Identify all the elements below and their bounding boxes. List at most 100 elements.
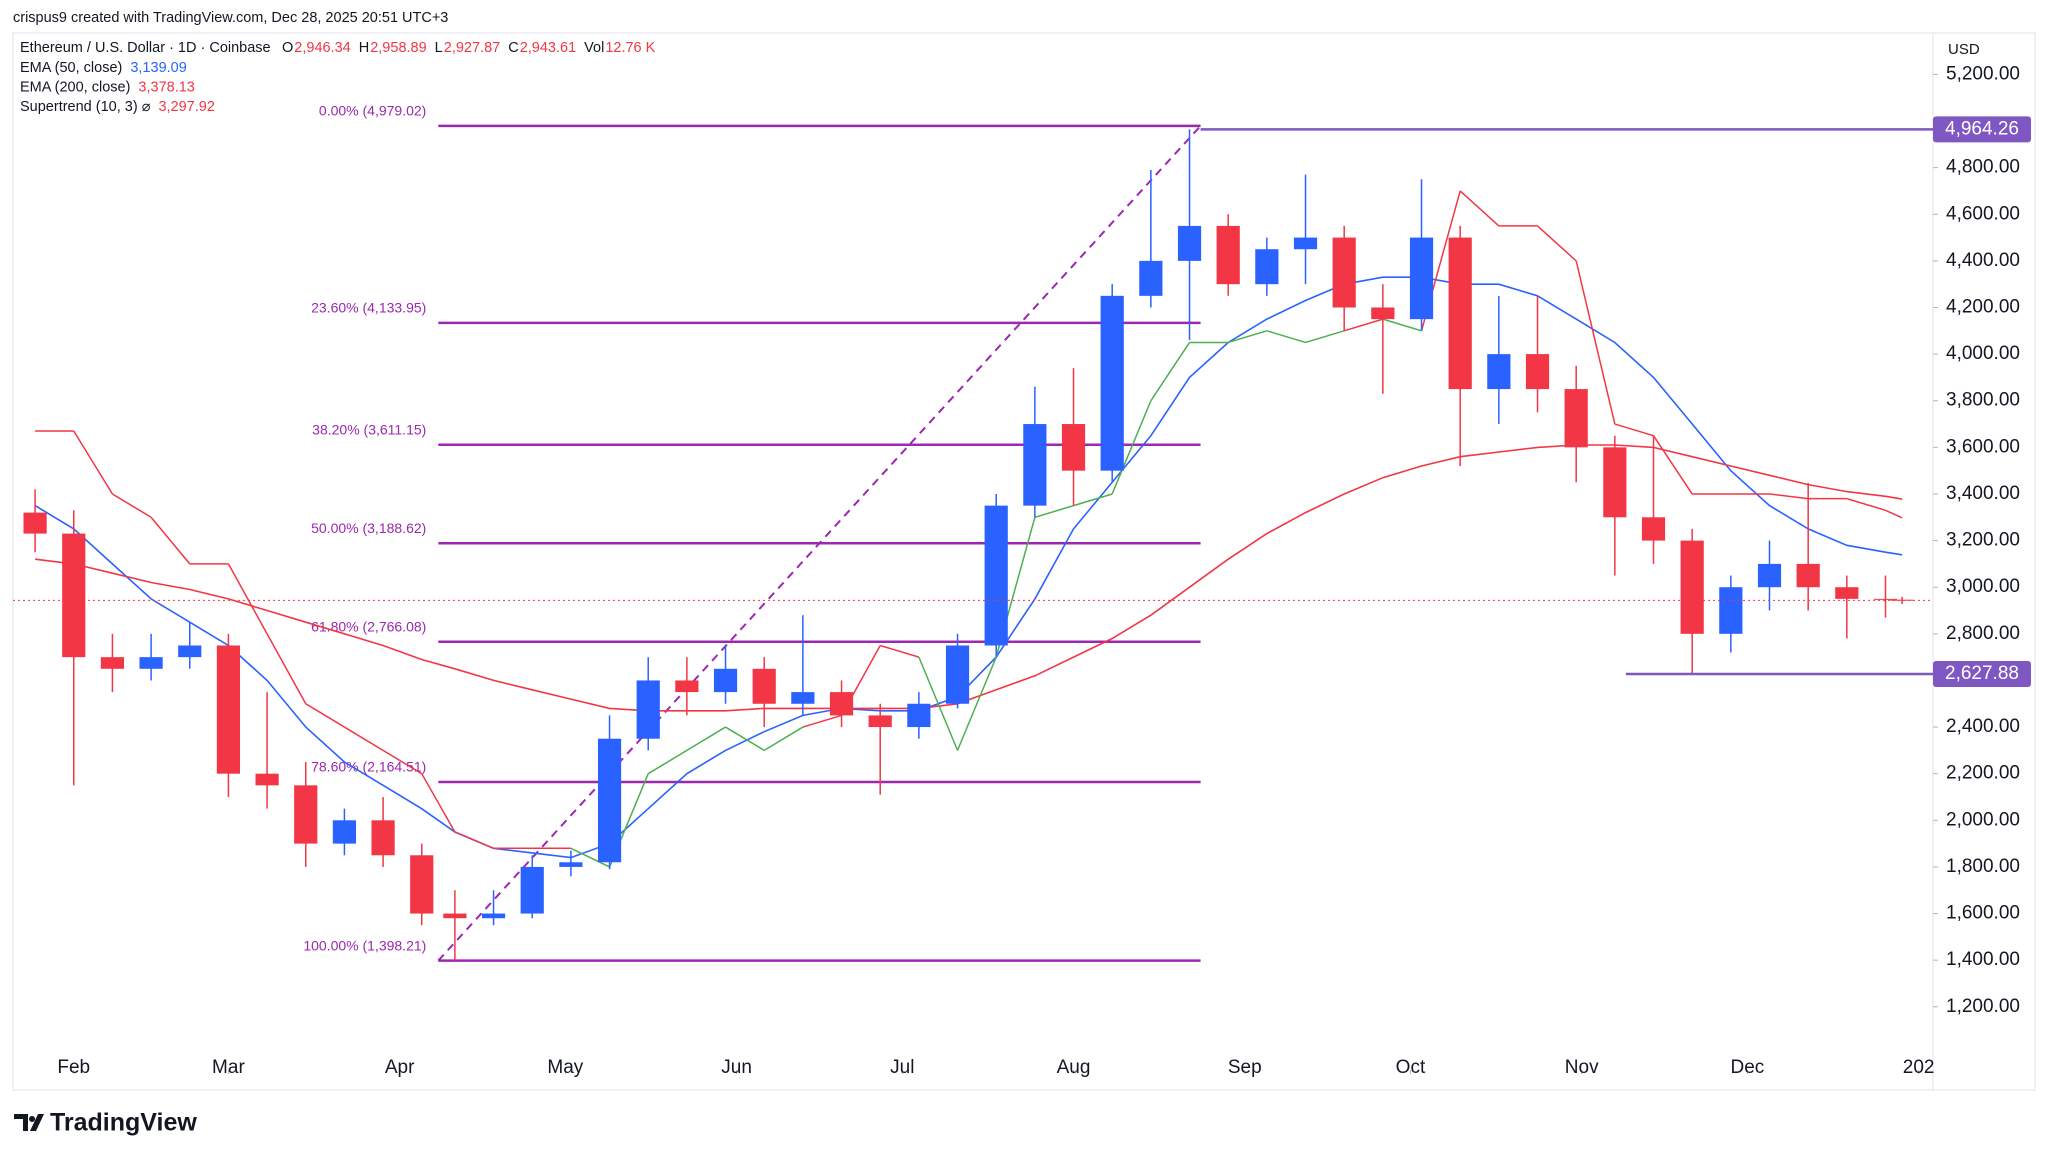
fib-label: 100.00% (1,398.21) (303, 937, 426, 953)
candle-body (713, 668, 738, 693)
legend-key: L (435, 40, 443, 56)
candle-body (1409, 237, 1434, 320)
y-tick-label: 2,000.00 (1946, 809, 2020, 830)
candle-body (332, 820, 357, 844)
y-tick-label: 3,000.00 (1946, 576, 2020, 597)
candle-body (559, 862, 583, 867)
indicator-value: 3,378.13 (138, 79, 194, 95)
supertrend-segment (150, 516, 191, 565)
candle-body (410, 855, 434, 914)
candle-body (481, 913, 506, 919)
supertrend-segment (1885, 509, 1903, 519)
legend-value: 12.76 K (605, 40, 655, 56)
candle-body (1371, 307, 1395, 320)
x-tick-label: Sep (1228, 1057, 1262, 1078)
supertrend-segment (1227, 330, 1268, 344)
supertrend-segment (1459, 190, 1500, 227)
legend-value: 2,946.34 (294, 40, 350, 56)
y-tick-label: 4,600.00 (1946, 203, 2020, 224)
supertrend-segment (305, 703, 345, 728)
supertrend-segment (1537, 225, 1577, 262)
x-tick-label: Feb (57, 1057, 90, 1078)
fib-label: 50.00% (3,188.62) (311, 520, 426, 536)
fib-label: 23.60% (4,133.95) (311, 300, 426, 316)
candle-body (294, 785, 318, 844)
candle-body (139, 657, 163, 669)
supertrend-segment (1575, 260, 1616, 425)
x-tick-label: Apr (385, 1057, 415, 1078)
candle-body (1835, 587, 1859, 599)
supertrend-segment (918, 656, 959, 751)
supertrend-segment (1343, 318, 1384, 332)
candle-body (216, 645, 241, 774)
y-tick-label: 4,400.00 (1946, 250, 2020, 271)
fib-label: 78.60% (2,164.51) (311, 759, 426, 775)
x-tick-label: Oct (1396, 1057, 1426, 1078)
x-tick-label: 202 (1903, 1057, 1935, 1078)
indicator-name: EMA (200, close) (20, 79, 130, 95)
supertrend-segment (454, 831, 494, 849)
x-tick-label: Aug (1057, 1057, 1091, 1078)
candle-body (100, 657, 125, 669)
candle-body (1603, 447, 1627, 518)
supertrend-segment (112, 493, 152, 518)
candle-body (1719, 587, 1743, 634)
supertrend-segment (725, 726, 765, 752)
chart-frame (12, 32, 2036, 1091)
candle-body (255, 773, 279, 786)
candle-body (675, 680, 699, 693)
attribution: crispus9 created with TradingView.com, D… (13, 10, 448, 26)
supertrend-segment (956, 656, 997, 751)
candle-body (1023, 424, 1047, 506)
indicator-value: 3,139.09 (130, 60, 186, 76)
candle-body (23, 512, 47, 534)
price-label: 2,627.88 (1945, 663, 2019, 684)
ema-line (34, 276, 1903, 859)
y-tick-label: 1,600.00 (1946, 903, 2020, 924)
ema-line (35, 444, 1903, 712)
y-tick-label: 3,200.00 (1946, 530, 2020, 551)
supertrend-segment (227, 563, 268, 635)
candle-body (1332, 237, 1356, 308)
candle-body (907, 703, 931, 728)
y-tick-label: 1,200.00 (1946, 996, 2020, 1017)
candle-body (1293, 237, 1318, 250)
supertrend-segment (1150, 342, 1191, 402)
supertrend-segment (879, 644, 920, 658)
y-tick-label: 2,200.00 (1946, 763, 2020, 784)
legend-value: 2,958.89 (370, 40, 426, 56)
plot-area: 0.00% (4,979.02) 23.60% (4,133.95) 38.20% … (13, 103, 1933, 962)
candle-body (1448, 237, 1472, 390)
x-tick-label: Jun (721, 1057, 752, 1078)
candle-body (1564, 389, 1588, 448)
candle-body (1796, 563, 1820, 588)
y-tick-label: 3,800.00 (1946, 390, 2020, 411)
candle-body (1216, 225, 1240, 285)
candle-body (791, 692, 815, 704)
candle-body (371, 820, 395, 856)
supertrend-segment (1073, 493, 1113, 507)
supertrend-segment (570, 847, 610, 868)
candle-body (868, 715, 892, 728)
candle-body (1680, 540, 1704, 634)
candle-body (945, 645, 970, 704)
logo-icon (14, 1114, 44, 1131)
axis-unit: USD (1948, 41, 1980, 58)
candle-body (1487, 354, 1511, 390)
candle-body (178, 645, 202, 658)
supertrend-segment (73, 430, 114, 495)
supertrend-segment (1305, 330, 1345, 344)
legend-value: 2,927.87 (444, 40, 500, 56)
candle-body (1873, 598, 1898, 600)
supertrend-segment (1111, 400, 1152, 495)
legend-key: Vol (584, 40, 604, 56)
candle-body (520, 866, 544, 914)
x-tick-label: Dec (1731, 1057, 1765, 1078)
candle-body (597, 738, 622, 863)
indicator-name: EMA (50, close) (20, 60, 122, 76)
x-tick-label: Jul (890, 1057, 914, 1078)
y-tick-label: 1,800.00 (1946, 856, 2020, 877)
candle-body (1139, 260, 1163, 296)
y-tick-label: 4,800.00 (1946, 157, 2020, 178)
y-tick-label: 3,400.00 (1946, 483, 2020, 504)
